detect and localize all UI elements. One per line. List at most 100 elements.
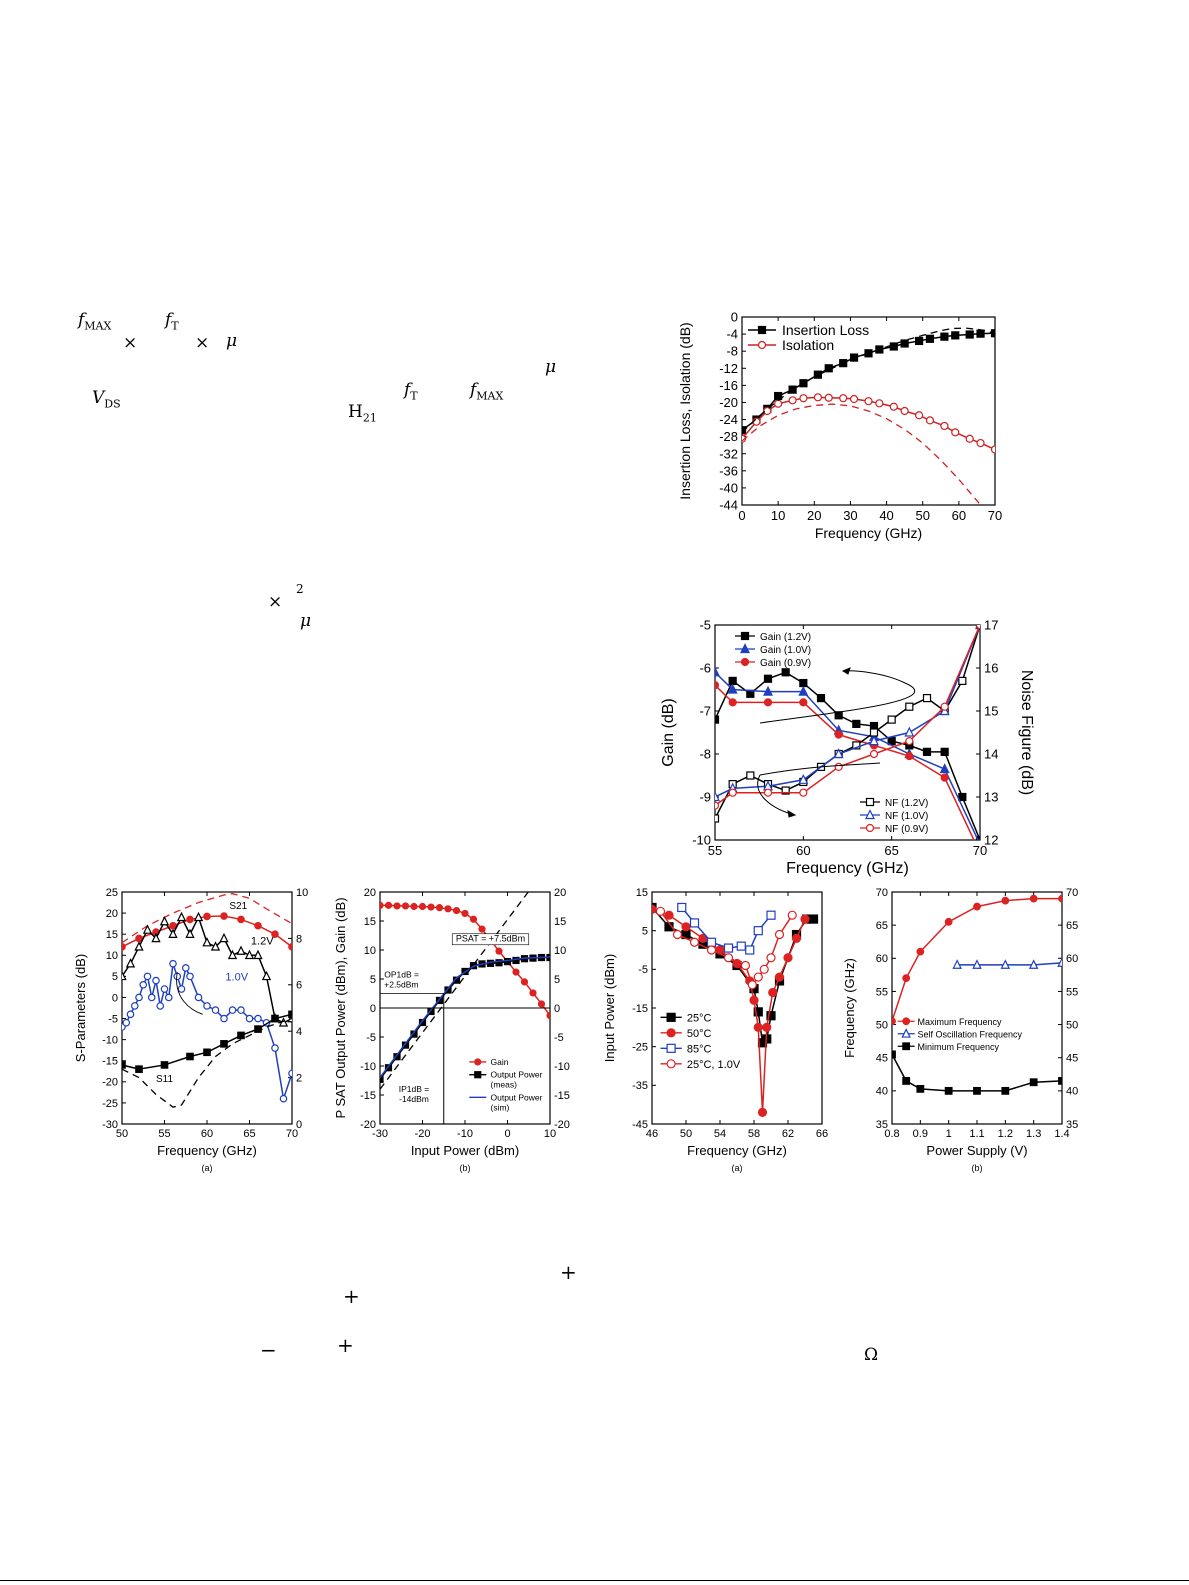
data-point: [271, 1044, 279, 1052]
data-point: [427, 903, 435, 911]
x-tick-label: 70: [988, 508, 1002, 523]
data-point: [816, 693, 826, 703]
data-point: [768, 987, 778, 998]
y-tick-label: 15: [364, 916, 376, 928]
data-point: [122, 1018, 131, 1027]
figure-caption: (b): [460, 1163, 471, 1173]
axis-arrow-gain: [759, 670, 916, 724]
y-right-tick-label: -20: [554, 1119, 570, 1131]
data-point: [763, 406, 772, 416]
x-tick-label: 0.9: [913, 1128, 928, 1140]
data-point: [1028, 959, 1039, 969]
y-axis-label: S-Parameters (dB): [73, 954, 88, 1062]
data-point: [958, 676, 967, 686]
x-axis-label: Frequency (GHz): [157, 1143, 257, 1158]
data-point: [410, 902, 418, 911]
data-point: [905, 736, 914, 746]
ft-symbol-2: fT: [404, 380, 418, 403]
data-point: [875, 399, 884, 408]
ft-symbol-1: fT: [165, 310, 179, 333]
data-point: [288, 1069, 292, 1078]
y-axis-label: Gain (dB): [660, 698, 677, 766]
x-tick-label: 50: [116, 1128, 128, 1140]
data-point: [951, 428, 960, 437]
data-point: [900, 406, 909, 416]
legend-label: Maximum Frequency: [918, 1017, 1003, 1027]
data-point: [852, 741, 861, 750]
y-tick-label: -5: [699, 618, 711, 633]
data-point: [798, 773, 809, 784]
data-point: [799, 394, 808, 403]
data-point: [922, 693, 932, 703]
legend-marker: [666, 1012, 676, 1022]
data-point: [546, 1011, 550, 1020]
y-tick-label: -5: [366, 1032, 376, 1044]
data-point: [781, 668, 790, 677]
y-tick-label: -9: [699, 790, 711, 805]
data-point: [944, 1086, 953, 1095]
y-tick-label: 45: [876, 1053, 888, 1065]
data-point: [134, 941, 144, 951]
y-right-tick-label: 20: [554, 887, 566, 899]
data-point: [990, 445, 995, 454]
data-point: [975, 835, 980, 840]
data-point: [973, 902, 981, 911]
freq-vs-supply-chart: 0.8 0.9 1 1.1 1.2 1.3 1.4354045505560657035404…: [842, 887, 1078, 1173]
legend-label: 25°C: [687, 1012, 712, 1024]
legend-marker: [902, 1042, 911, 1051]
minus-sign: −: [260, 1338, 277, 1362]
legend-label: 85°C: [687, 1043, 712, 1055]
data-point: [237, 1031, 245, 1040]
y-tick-label: -45: [632, 1119, 648, 1131]
y-right-tick-label: -5: [554, 1032, 564, 1044]
data-point: [723, 953, 734, 963]
data-point: [766, 953, 776, 963]
data-point: [763, 788, 773, 797]
x-tick-label: 60: [201, 1128, 213, 1140]
y-right-tick-label: 15: [554, 916, 566, 928]
lna-gain-nf-chart: 55 60 65 70 -5 -6 -7 -8 -9 -10 17 16 15 14 13 12 Frequen…: [660, 618, 1035, 877]
x-tick-label: -10: [457, 1128, 473, 1140]
data-point: [177, 985, 186, 993]
fmax-symbol-1: fMAX: [78, 310, 112, 333]
y-right-axis-label: Noise Figure (dB): [1018, 670, 1035, 795]
data-point: [905, 702, 914, 711]
y-right-tick-label: 16: [984, 661, 998, 676]
x-tick-label: 0: [504, 1128, 510, 1140]
data-point: [833, 748, 844, 759]
y-tick-label: -15: [632, 1003, 648, 1015]
data-point: [864, 397, 873, 406]
data-point: [753, 1022, 763, 1032]
data-point: [254, 921, 262, 930]
y-tick-label: 5: [112, 971, 118, 983]
data-point: [393, 902, 401, 910]
data-point: [689, 937, 700, 947]
mu-symbol-2: μ: [545, 357, 557, 377]
data-point: [254, 1014, 262, 1023]
y-tick-label: 5: [370, 974, 376, 986]
data-point: [892, 1017, 896, 1026]
legend-marker: [474, 1071, 482, 1079]
data-point: [503, 957, 512, 966]
series-line-0: [742, 332, 995, 431]
arrow-head: [787, 810, 797, 818]
plot-frame: [714, 624, 981, 841]
legend-marker: [902, 1017, 911, 1026]
vds-symbol: VDS: [92, 388, 121, 411]
y-right-tick-label: 65: [1066, 920, 1078, 932]
data-point: [940, 332, 949, 341]
data-point: [135, 934, 143, 943]
data-point: [715, 801, 720, 810]
legend-marker: [666, 1028, 676, 1038]
series-line-0: [892, 897, 1062, 1022]
legend-label: Isolation: [782, 337, 834, 353]
data-point: [1057, 957, 1062, 967]
series-line-3: [122, 963, 292, 1099]
data-point: [219, 932, 229, 943]
legend-label: NF (1.0V): [885, 811, 928, 822]
data-point: [887, 715, 896, 724]
y-right-tick-label: 8: [296, 933, 302, 945]
data-point: [672, 929, 683, 940]
y-tick-label: -12: [719, 361, 738, 376]
data-point: [418, 902, 427, 911]
